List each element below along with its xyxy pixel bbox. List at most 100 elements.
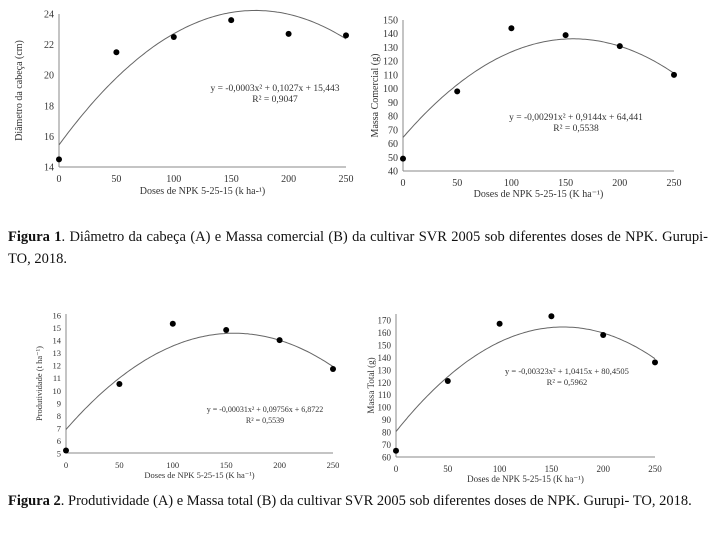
figure-2-caption: Figura 2. Produtividade (A) e Massa tota… — [8, 490, 708, 512]
data-point — [170, 33, 177, 40]
y-tick-label: 100 — [383, 84, 398, 95]
r-squared: R² = 0,5538 — [553, 124, 599, 134]
trendline — [402, 38, 675, 138]
y-tick-label: 12 — [53, 361, 62, 371]
x-axis-label: Doses de NPK 5-25-15 (K ha⁻¹) — [467, 474, 584, 484]
y-tick-label: 140 — [383, 29, 398, 40]
trendline — [58, 9, 347, 146]
y-tick-label: 24 — [44, 10, 54, 21]
y-axis-label: Massa Comercial (g) — [370, 54, 381, 138]
y-axis-label: Produtividade (t ha⁻¹) — [34, 346, 44, 421]
data-point — [113, 49, 120, 56]
x-tick-label: 250 — [667, 178, 682, 189]
figure-1-text: . Diâmetro da cabeça (A) e Massa comerci… — [8, 229, 709, 267]
y-tick-label: 110 — [378, 390, 392, 400]
y-tick-label: 120 — [383, 57, 398, 68]
y-tick-label: 160 — [378, 328, 392, 338]
data-point — [652, 359, 658, 366]
data-point — [671, 71, 677, 78]
data-point — [562, 32, 569, 39]
y-tick-label: 100 — [378, 403, 392, 413]
x-axis-label: Doses de NPK 5-25-15 (K ha⁻¹) — [474, 189, 604, 200]
y-tick-label: 8 — [57, 411, 61, 421]
chart-panel-a: 14 16 18 20 22 24 0 50 100 150 200 250 y = -0,0003x²… — [14, 10, 354, 198]
data-point — [496, 320, 503, 327]
y-tick-label: 140 — [378, 353, 392, 363]
y-tick-label: 120 — [378, 378, 392, 388]
y-tick-label: 70 — [382, 440, 392, 450]
x-tick-label: 150 — [220, 460, 233, 470]
data-point — [63, 447, 69, 454]
x-tick-label: 250 — [648, 464, 662, 474]
trend-equation: y = -0,00031x² + 0,09756x + 6,8722 — [207, 405, 324, 414]
x-tick-label: 50 — [111, 174, 121, 185]
x-tick-label: 100 — [504, 178, 519, 189]
y-tick-label: 110 — [383, 70, 398, 81]
y-tick-label: 50 — [388, 153, 398, 164]
x-tick-label: 200 — [273, 460, 286, 470]
y-tick-label: 150 — [378, 340, 392, 350]
y-tick-label: 11 — [53, 373, 61, 383]
x-tick-label: 50 — [115, 460, 124, 470]
data-point — [330, 365, 336, 372]
data-point — [343, 32, 349, 39]
x-tick-label: 250 — [339, 174, 354, 185]
figure-1-label: Figura 1 — [8, 229, 62, 245]
y-tick-label: 90 — [388, 98, 398, 109]
y-tick-label: 130 — [378, 365, 392, 375]
y-tick-label: 90 — [382, 415, 392, 425]
data-point — [616, 43, 623, 50]
trend-equation: y = -0,00323x² + 1,0415x + 80,4505 — [505, 366, 629, 376]
x-tick-label: 200 — [596, 464, 610, 474]
y-tick-label: 20 — [44, 71, 54, 82]
y-tick-label: 60 — [382, 453, 392, 463]
chart-panel-c: 5 6 7 8 9 10 11 12 13 14 15 16 0 50 100 150 200 250 y = -0… — [34, 311, 339, 481]
x-tick-label: 100 — [493, 464, 507, 474]
y-tick-label: 18 — [44, 101, 54, 112]
y-tick-label: 7 — [57, 423, 61, 433]
figure-1-caption: Figura 1. Diâmetro da cabeça (A) e Massa… — [8, 226, 708, 270]
data-point — [444, 378, 451, 385]
figure-2-label: Figura 2 — [8, 493, 61, 509]
y-tick-label: 6 — [57, 436, 61, 446]
data-point — [454, 88, 461, 95]
x-axis-label: Doses de NPK 5-25-15 (K ha⁻¹) — [144, 470, 254, 480]
x-tick-label: 150 — [558, 178, 573, 189]
y-tick-label: 60 — [388, 139, 398, 150]
r-squared: R² = 0,9047 — [252, 95, 298, 105]
r-squared: R² = 0,5962 — [547, 377, 588, 387]
y-tick-label: 80 — [382, 428, 392, 438]
data-point — [600, 331, 607, 338]
y-tick-label: 16 — [44, 132, 54, 143]
trendline — [65, 332, 334, 430]
trend-equation: y = -0,0003x² + 0,1027x + 15,443 — [211, 84, 340, 94]
x-tick-label: 200 — [281, 174, 296, 185]
data-point — [223, 327, 230, 334]
x-tick-label: 150 — [545, 464, 559, 474]
x-tick-label: 0 — [401, 178, 406, 189]
y-tick-label: 170 — [378, 316, 392, 326]
y-tick-label: 16 — [53, 311, 62, 321]
x-tick-label: 0 — [64, 460, 68, 470]
y-tick-label: 22 — [44, 40, 54, 51]
y-tick-label: 10 — [53, 386, 62, 396]
data-point — [400, 155, 406, 162]
y-tick-label: 40 — [388, 167, 398, 178]
y-tick-label: 14 — [44, 163, 54, 174]
x-tick-label: 0 — [57, 174, 62, 185]
y-tick-label: 130 — [383, 43, 398, 54]
data-point — [548, 313, 555, 320]
data-point — [56, 156, 62, 163]
chart-panel-b: 40 50 60 70 80 90 100 110 120 130 140 150 0 50 100 150 2… — [370, 16, 682, 201]
data-point — [169, 320, 176, 327]
data-point — [285, 30, 292, 37]
y-tick-label: 5 — [57, 449, 61, 459]
x-tick-label: 100 — [166, 174, 181, 185]
y-tick-label: 9 — [57, 398, 61, 408]
x-tick-label: 150 — [224, 174, 239, 185]
y-tick-label: 15 — [53, 323, 62, 333]
x-axis-label: Doses de NPK 5-25-15 (k ha-¹) — [140, 186, 265, 197]
y-tick-label: 150 — [383, 16, 398, 27]
